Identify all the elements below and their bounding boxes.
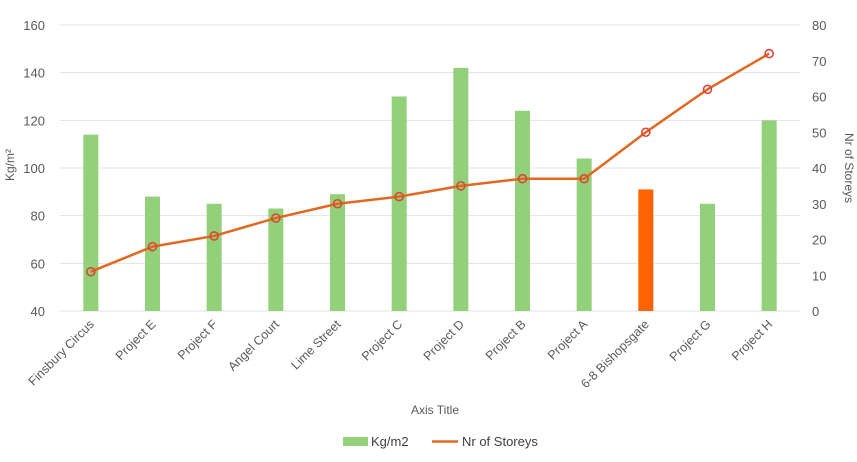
y-tick-label: 120: [23, 113, 45, 128]
bar: [515, 110, 530, 311]
line-point: [579, 173, 589, 184]
bar: [638, 189, 654, 311]
line-point: [517, 173, 528, 184]
left-axis-ticks: 40 60 80 100 120 140 160: [23, 18, 45, 319]
line-point: [332, 198, 343, 209]
category-label: Project B: [483, 317, 529, 363]
category-label: Project H: [729, 317, 775, 363]
category-label: Finsbury Circus: [26, 317, 97, 388]
bar-series: [83, 67, 777, 312]
legend: Kg/m2 Nr of Storeys: [343, 434, 538, 449]
right-axis-ticks: 0 10 20 30 40 50 60 70 80: [812, 18, 826, 319]
category-label: Project G: [667, 317, 714, 364]
y-axis-title: Kg/m²: [3, 149, 17, 181]
bar: [330, 194, 345, 311]
y2-tick-label: 10: [812, 268, 826, 283]
x-axis-title: Axis Title: [411, 403, 459, 417]
category-label: Angel Court: [225, 317, 282, 374]
y-tick-label: 60: [31, 256, 45, 271]
y2-tick-label: 20: [812, 233, 826, 248]
bar: [576, 158, 592, 311]
bar: [268, 208, 284, 311]
category-label: Project A: [545, 317, 591, 363]
y-tick-label: 80: [31, 209, 45, 224]
line-point: [702, 84, 713, 95]
line-point: [271, 213, 281, 223]
y2-tick-label: 70: [812, 54, 826, 69]
category-label: Project D: [421, 317, 467, 363]
legend-label-bar: Kg/m2: [371, 434, 409, 449]
y2-tick-label: 60: [812, 90, 826, 105]
y2-tick-label: 30: [812, 197, 826, 212]
category-label: Project C: [359, 317, 405, 363]
legend-swatch-bar: [343, 437, 368, 446]
legend-label-line: Nr of Storeys: [462, 434, 538, 449]
bar: [206, 203, 222, 311]
y2-tick-label: 50: [812, 125, 826, 140]
y-tick-label: 140: [23, 66, 45, 81]
y-tick-label: 100: [23, 161, 45, 176]
line-point: [147, 241, 158, 252]
line-series: [86, 48, 774, 277]
y2-tick-label: 0: [812, 304, 819, 319]
gridlines: [60, 24, 800, 312]
category-axis-labels: Finsbury Circus Project E Project F Angel C…: [26, 317, 776, 391]
category-label: Project F: [175, 317, 221, 363]
bar: [145, 196, 160, 311]
y-tick-label: 40: [31, 304, 45, 319]
y-tick-label: 160: [23, 18, 45, 33]
category-label: 6-8 Bishopsgate: [578, 317, 652, 391]
y2-tick-label: 80: [812, 18, 826, 33]
bar: [391, 96, 407, 311]
series-line: [90, 52, 770, 273]
bar: [761, 120, 777, 311]
category-label: Lime Street: [289, 317, 344, 372]
category-label: Project E: [113, 317, 159, 363]
bar: [700, 203, 715, 311]
bar: [83, 134, 99, 311]
line-point: [764, 48, 774, 59]
line-point: [209, 231, 219, 241]
line-point: [394, 191, 404, 202]
line-point: [86, 266, 96, 277]
y2-axis-title: Nr of Storeys: [842, 133, 856, 203]
line-point: [641, 127, 651, 138]
y2-tick-label: 40: [812, 161, 826, 176]
line-point: [456, 181, 466, 191]
